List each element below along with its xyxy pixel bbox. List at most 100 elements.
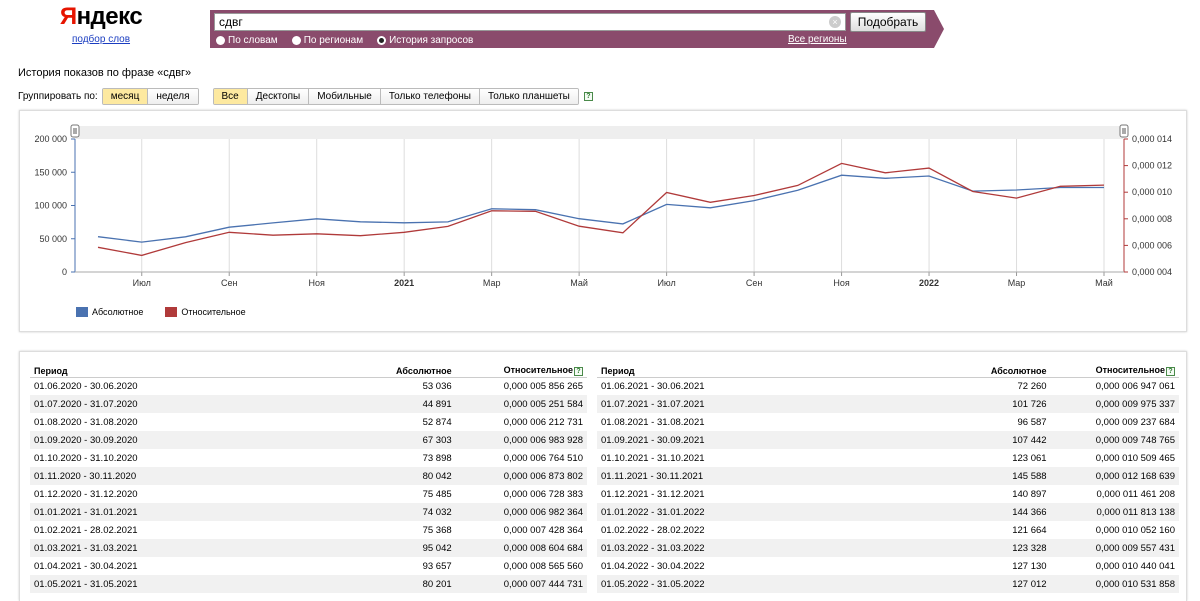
device-option-1[interactable]: Десктопы bbox=[246, 89, 309, 104]
legend-swatch bbox=[165, 307, 178, 317]
radio-dot-icon bbox=[377, 36, 387, 45]
table-row: 01.02.2021 - 28.02.2021 75 368 0,000 007 4… bbox=[30, 521, 587, 539]
help-icon[interactable]: ? bbox=[574, 367, 583, 377]
history-chart: Июл Сен Ноя 2021 Мар Май Июл Сен Ноя 2022 Мар Май 0 5… bbox=[19, 110, 1187, 332]
relative-cell: 0,000 005 856 265 bbox=[503, 380, 583, 392]
mode-radio-1[interactable]: По регионам bbox=[291, 34, 363, 47]
absolute-cell: 145 588 bbox=[957, 467, 1051, 485]
col-period-header: Период bbox=[30, 365, 360, 378]
y-right-tick-label: 0,000 006 bbox=[1132, 240, 1172, 250]
absolute-cell: 123 328 bbox=[957, 539, 1051, 557]
relative-cell: 0,000 010 052 160 bbox=[1095, 524, 1175, 536]
absolute-cell: 93 657 bbox=[422, 560, 452, 572]
period-cell: 01.04.2021 - 30.04.2021 bbox=[34, 560, 138, 572]
x-tick-label: Сен bbox=[746, 278, 763, 288]
x-tick-label: Мар bbox=[1008, 278, 1026, 288]
absolute-cell: 123 061 bbox=[1012, 452, 1047, 464]
table-row: 01.05.2022 - 31.05.2022 127 012 0,000 010 … bbox=[597, 575, 1179, 593]
help-icon[interactable]: ? bbox=[583, 92, 593, 101]
period-cell: 01.11.2020 - 30.11.2020 bbox=[30, 467, 360, 485]
page-title: История показов по фразе «сдвг» bbox=[18, 67, 192, 79]
period-cell: 01.06.2020 - 30.06.2020 bbox=[34, 380, 138, 392]
relative-cell: 0,000 007 428 364 bbox=[503, 524, 583, 536]
group-option-1[interactable]: неделя bbox=[147, 89, 198, 104]
table-row: 01.12.2020 - 31.12.2020 75 485 0,000 006 7… bbox=[30, 485, 587, 503]
all-regions-link[interactable]: Все регионы bbox=[788, 34, 847, 45]
mode-label: По словам bbox=[228, 35, 278, 46]
relative-cell: 0,000 012 168 639 bbox=[1050, 467, 1179, 485]
device-option-4[interactable]: Только планшеты bbox=[478, 89, 578, 104]
period-cell: 01.12.2020 - 31.12.2020 bbox=[34, 488, 138, 500]
mode-radio-2[interactable]: История запросов bbox=[377, 34, 473, 47]
relative-cell: 0,000 010 509 465 bbox=[1095, 452, 1175, 464]
relative-cell: 0,000 006 873 802 bbox=[455, 467, 587, 485]
relative-cell: 0,000 011 813 138 bbox=[1050, 503, 1179, 521]
relative-cell: 0,000 006 947 061 bbox=[1095, 380, 1175, 392]
range-handle-left[interactable] bbox=[70, 124, 80, 138]
period-cell: 01.12.2021 - 31.12.2021 bbox=[601, 488, 705, 500]
x-tick-label: Мар bbox=[483, 278, 501, 288]
period-cell: 01.07.2021 - 31.07.2021 bbox=[597, 395, 957, 413]
history-table-left: Период Абсолютное Относительное? 01.06.2020… bbox=[30, 365, 587, 593]
legend-swatch bbox=[76, 307, 88, 317]
table-row: 01.09.2020 - 30.09.2020 67 303 0,000 006 9… bbox=[30, 431, 587, 449]
col-period-header: Период bbox=[597, 365, 957, 378]
table-row: 01.01.2022 - 31.01.2022 144 366 0,000 011 … bbox=[597, 503, 1179, 521]
period-cell: 01.10.2021 - 31.10.2021 bbox=[601, 452, 705, 464]
mode-radio-group: По словам По регионам История запросов bbox=[216, 34, 487, 47]
yandex-logo[interactable]: Яндекс подбор слов bbox=[56, 4, 146, 46]
table-row: 01.06.2020 - 30.06.2020 53 036 0,000 005 8… bbox=[30, 377, 587, 395]
relative-cell: 0,000 009 975 337 bbox=[1050, 395, 1179, 413]
absolute-cell: 74 032 bbox=[360, 503, 456, 521]
absolute-cell: 140 897 bbox=[1012, 488, 1047, 500]
series-line-relative bbox=[97, 162, 1105, 257]
legend-item-1[interactable]: Относительное bbox=[165, 307, 246, 317]
relative-cell: 0,000 009 557 431 bbox=[1050, 539, 1179, 557]
period-cell: 01.05.2021 - 31.05.2021 bbox=[30, 575, 360, 593]
mode-radio-0[interactable]: По словам bbox=[216, 34, 278, 47]
absolute-cell: 127 130 bbox=[1012, 560, 1047, 572]
col-absolute-header: Абсолютное bbox=[957, 365, 1051, 378]
period-cell: 01.04.2022 - 30.04.2022 bbox=[601, 560, 705, 572]
help-icon[interactable]: ? bbox=[1166, 367, 1175, 377]
table-row: 01.11.2021 - 30.11.2021 145 588 0,000 012 … bbox=[597, 467, 1179, 485]
x-tick-label: 2022 bbox=[919, 278, 939, 288]
mode-label: История запросов bbox=[389, 35, 474, 46]
absolute-cell: 101 726 bbox=[957, 395, 1051, 413]
group-label: Группировать по: bbox=[18, 91, 98, 102]
y-left-tick-label: 100 000 bbox=[34, 201, 67, 211]
legend-item-0[interactable]: Абсолютное bbox=[76, 307, 143, 317]
y-right-tick-label: 0,000 010 bbox=[1132, 187, 1172, 197]
series-line-absolute bbox=[97, 174, 1104, 243]
table-row: 01.01.2021 - 31.01.2021 74 032 0,000 006 9… bbox=[30, 503, 587, 521]
x-tick-label: Сен bbox=[221, 278, 238, 288]
search-input[interactable] bbox=[214, 13, 846, 31]
period-cell: 01.03.2021 - 31.03.2021 bbox=[30, 539, 360, 557]
table-row: 01.03.2021 - 31.03.2021 95 042 0,000 008 6… bbox=[30, 539, 587, 557]
absolute-cell: 72 260 bbox=[1017, 380, 1047, 392]
range-handle-right[interactable] bbox=[1119, 124, 1129, 138]
clear-icon[interactable]: × bbox=[829, 16, 841, 28]
pick-button[interactable]: Подобрать bbox=[850, 12, 926, 32]
absolute-cell: 107 442 bbox=[957, 431, 1051, 449]
relative-cell: 0,000 008 565 560 bbox=[503, 560, 583, 572]
device-segment: Все Десктопы Мобильные Только телефоны Тольк… bbox=[212, 88, 579, 105]
table-row: 01.08.2020 - 31.08.2020 52 874 0,000 006 2… bbox=[30, 413, 587, 431]
col-relative-header: Относительное? bbox=[1050, 365, 1179, 378]
y-left-tick-label: 150 000 bbox=[34, 167, 67, 177]
device-option-2[interactable]: Мобильные bbox=[308, 89, 380, 104]
table-row: 01.06.2021 - 30.06.2021 72 260 0,000 006 9… bbox=[597, 377, 1179, 395]
absolute-cell: 95 042 bbox=[360, 539, 456, 557]
device-option-3[interactable]: Только телефоны bbox=[379, 89, 479, 104]
table-row: 01.10.2021 - 31.10.2021 123 061 0,000 010 … bbox=[597, 449, 1179, 467]
wordstat-link[interactable]: подбор слов bbox=[71, 34, 131, 45]
relative-cell: 0,000 006 764 510 bbox=[503, 452, 583, 464]
y-right-tick-label: 0,000 014 bbox=[1132, 134, 1172, 144]
history-table-right: Период Абсолютное Относительное? 01.06.2021… bbox=[597, 365, 1179, 593]
table-row: 01.08.2021 - 31.08.2021 96 587 0,000 009 2… bbox=[597, 413, 1179, 431]
group-option-0[interactable]: месяц bbox=[102, 89, 148, 104]
y-left-tick-label: 200 000 bbox=[34, 134, 67, 144]
period-cell: 01.05.2022 - 31.05.2022 bbox=[597, 575, 957, 593]
device-option-0[interactable]: Все bbox=[213, 89, 247, 104]
period-cell: 01.08.2020 - 31.08.2020 bbox=[34, 416, 138, 428]
